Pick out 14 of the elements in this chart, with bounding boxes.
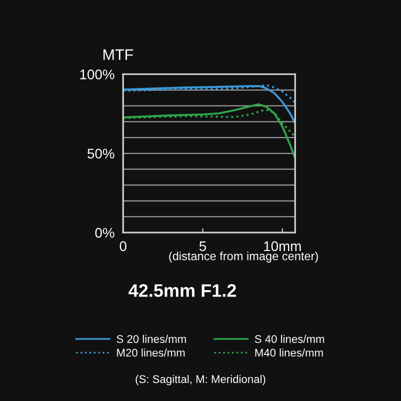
x-tick-label: 0 [120, 241, 126, 252]
x-tick-label: 10mm [264, 241, 301, 252]
y-tick-label: 0% [95, 228, 114, 238]
legend-label: M40 lines/mm [255, 348, 323, 357]
y-tick-label: 100% [80, 70, 114, 80]
legend-label: S 20 lines/mm [116, 334, 186, 343]
x-axis-title: (distance from image center) [169, 252, 318, 263]
text: (S: Sagittal, M: Meridional) [136, 374, 266, 386]
legend-label: S 40 lines/mm [254, 334, 324, 343]
text: 42.5mm F1.2 [128, 284, 236, 297]
y-tick-label: 50% [88, 148, 114, 159]
x-tick-label: 5 [199, 241, 206, 252]
legend-label: M20 lines/mm [117, 348, 185, 357]
y-axis-title: MTF [104, 49, 134, 60]
